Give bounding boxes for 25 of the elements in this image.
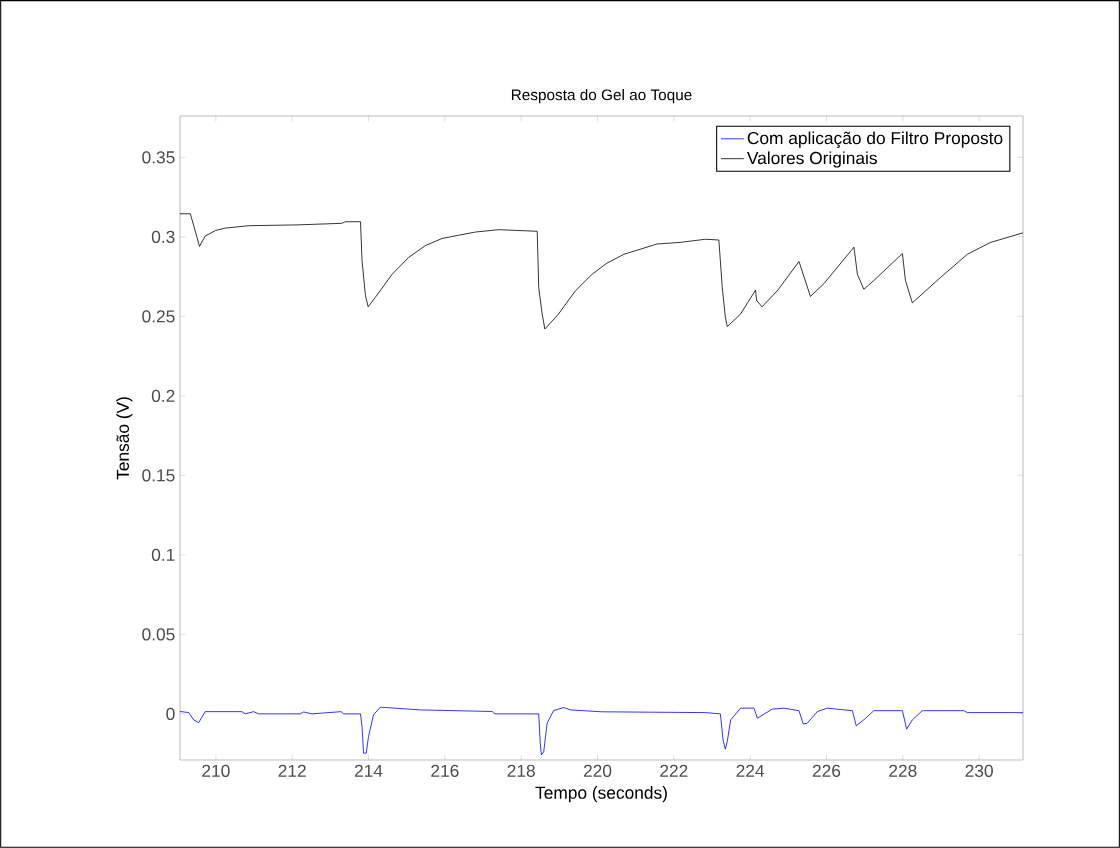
x-tick-label: 230 (965, 764, 993, 777)
x-tick-label: 214 (354, 764, 383, 777)
y-tick-label: 0 (166, 707, 175, 721)
chart-title: Resposta do Gel ao Toque (511, 88, 692, 104)
x-tick-label: 222 (660, 764, 688, 777)
y-axis-title: Tensão (V) (116, 397, 133, 480)
y-tick-label: 0.35 (142, 151, 175, 164)
y-tick-label: 0.3 (151, 230, 175, 243)
x-tick-label: 220 (583, 764, 612, 777)
line-series (180, 213, 1023, 330)
x-tick-label: 210 (202, 764, 230, 777)
legend-label: Valores Originais (746, 151, 877, 168)
x-tick-label: 228 (889, 764, 917, 777)
x-tick-label: 226 (812, 764, 841, 777)
x-tick-label: 212 (278, 764, 306, 777)
legend-label: Com aplicação do Filtro Proposto (747, 131, 1003, 148)
x-tick-label: 216 (431, 764, 459, 777)
y-tick-label: 0.25 (142, 310, 175, 323)
x-axis-title: Tempo (seconds) (535, 786, 667, 803)
x-tick-label: 224 (736, 764, 765, 777)
y-tick-label: 0.2 (151, 389, 175, 402)
y-tick-label: 0.05 (142, 628, 175, 641)
y-tick-label: 0.15 (142, 469, 175, 482)
x-tick-label: 218 (507, 764, 535, 777)
y-tick-label: 0.1 (151, 548, 175, 561)
